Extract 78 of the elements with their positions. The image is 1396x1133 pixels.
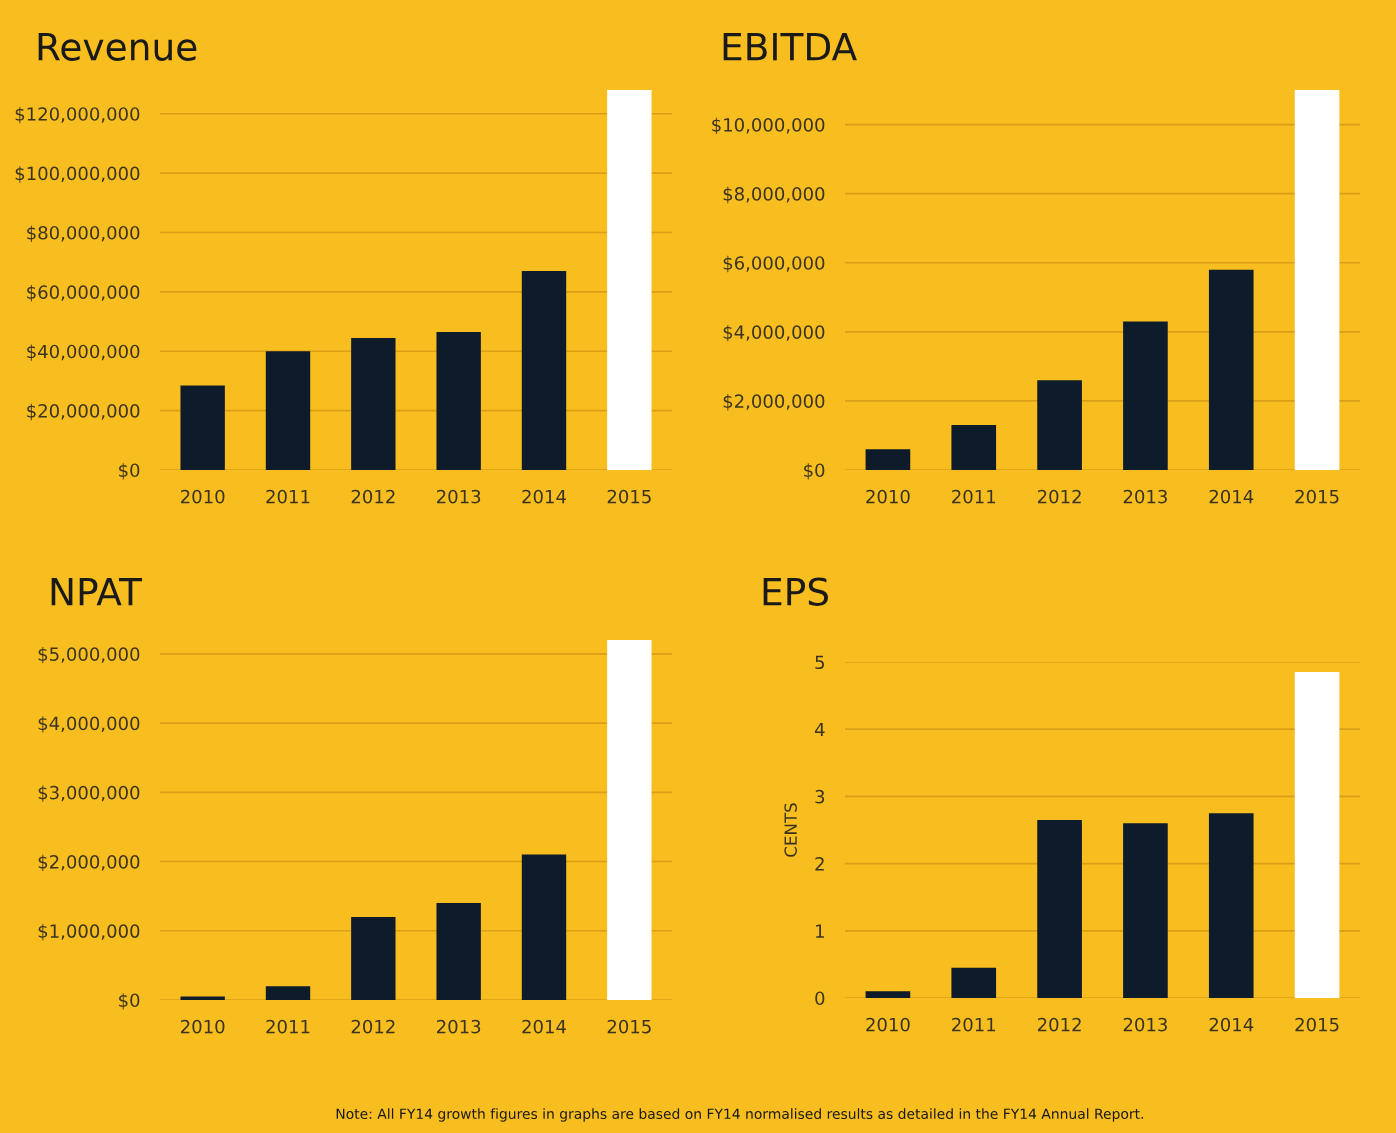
bar	[1294, 672, 1340, 998]
y-tick-label: $4,000,000	[723, 324, 825, 342]
x-tick-label: 2012	[351, 489, 395, 504]
y-tick-label: $1,000,000	[38, 923, 140, 941]
y-tick-label: 0	[815, 991, 825, 1006]
y-tick-label: 1	[816, 924, 824, 938]
chart-title: NPAT	[51, 578, 143, 606]
bar	[1123, 321, 1168, 470]
y-tick-label: $100,000,000	[15, 166, 140, 183]
y-tick-label: $2,000,000	[723, 394, 825, 411]
bar	[436, 903, 481, 1000]
x-tick-label: 2012	[1037, 489, 1081, 504]
y-tick-label: $5,000,000	[38, 646, 140, 664]
y-axis-title: CENTS	[784, 803, 797, 857]
y-tick-label: 2	[815, 857, 824, 871]
bar	[436, 331, 481, 470]
x-tick-label: 2014	[522, 489, 566, 504]
x-tick-label: 2011	[952, 489, 996, 504]
x-tick-label: 2010	[181, 489, 225, 504]
y-tick-label: $10,000,000	[712, 117, 825, 135]
bar	[865, 991, 911, 998]
x-tick-label: 2012	[351, 1019, 395, 1034]
bar	[265, 351, 311, 470]
bar	[951, 425, 997, 470]
bar	[1208, 269, 1254, 470]
bar	[1037, 380, 1082, 470]
x-tick-label: 2013	[1123, 489, 1167, 504]
bar	[351, 916, 396, 1000]
bar	[951, 967, 997, 998]
y-tick-label: $3,000,000	[38, 785, 140, 802]
x-tick-label: 2013	[437, 1019, 481, 1034]
x-tick-label: 2014	[1209, 489, 1254, 504]
bar	[1294, 90, 1340, 470]
x-tick-label: 2015	[1295, 1017, 1339, 1032]
x-tick-label: 2015	[607, 489, 651, 504]
y-tick-label: $120,000,000	[15, 106, 140, 124]
x-tick-label: 2013	[437, 489, 481, 504]
chart-title: Revenue	[38, 33, 197, 61]
y-tick-label: $6,000,000	[723, 255, 825, 273]
x-tick-label: 2011	[266, 1019, 310, 1034]
bar	[1123, 823, 1168, 998]
x-tick-label: 2010	[866, 489, 910, 504]
bar	[521, 271, 567, 470]
y-tick-label: 3	[815, 789, 825, 804]
x-tick-label: 2015	[607, 1019, 651, 1034]
y-tick-label: $80,000,000	[27, 225, 140, 243]
y-tick-label: $8,000,000	[723, 186, 825, 204]
x-tick-label: 2014	[522, 1019, 566, 1034]
bar	[607, 640, 652, 1000]
bar	[180, 385, 225, 470]
x-tick-label: 2012	[1037, 1017, 1081, 1032]
y-tick-label: $2,000,000	[38, 854, 140, 872]
chart-title: EBITDA	[723, 33, 857, 61]
x-tick-label: 2011	[952, 1017, 996, 1032]
x-tick-label: 2013	[1123, 1017, 1167, 1032]
x-tick-label: 2011	[266, 489, 310, 504]
y-tick-label: $4,000,000	[38, 716, 140, 733]
bar	[865, 449, 911, 470]
bar	[1208, 813, 1254, 998]
bar	[1037, 819, 1082, 998]
text: Note: All FY14 growth figures in graphs are based on FY14 normalised results as detailed in the FY14 Annual Report.	[336, 1108, 1143, 1122]
x-tick-label: 2010	[181, 1019, 225, 1034]
bar	[521, 854, 567, 1000]
bar	[607, 90, 652, 470]
bar	[351, 337, 396, 470]
x-tick-label: 2015	[1295, 489, 1339, 504]
y-tick-label: $60,000,000	[27, 285, 140, 302]
y-tick-label: $0	[119, 993, 140, 1010]
x-tick-label: 2014	[1209, 1017, 1254, 1032]
y-tick-label: $40,000,000	[27, 344, 140, 361]
bar	[265, 986, 311, 1000]
y-tick-label: 4	[814, 722, 825, 737]
x-tick-label: 2010	[866, 1017, 910, 1032]
y-tick-label: $20,000,000	[27, 403, 140, 421]
y-tick-label: $0	[804, 463, 825, 480]
chart-title: EPS	[763, 577, 829, 606]
y-tick-label: 5	[815, 655, 824, 670]
y-tick-label: $0	[119, 463, 140, 480]
